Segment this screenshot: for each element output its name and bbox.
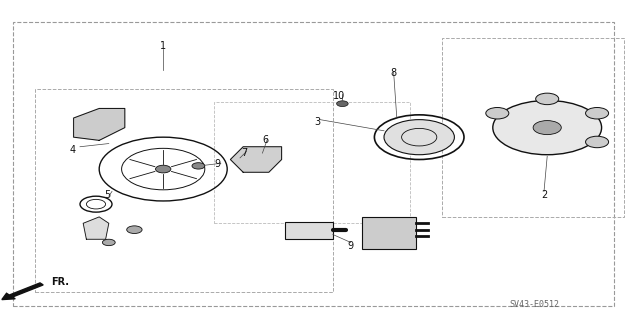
Bar — [13, 22, 614, 306]
Text: 9: 9 — [214, 159, 221, 169]
FancyArrow shape — [2, 283, 43, 300]
Text: 3: 3 — [314, 117, 321, 127]
Text: FR.: FR. — [51, 277, 69, 287]
Text: 8: 8 — [390, 68, 397, 78]
Text: 6: 6 — [262, 135, 269, 145]
Circle shape — [586, 108, 609, 119]
Polygon shape — [230, 147, 282, 172]
Circle shape — [533, 121, 561, 135]
Polygon shape — [74, 108, 125, 140]
Bar — [35, 89, 333, 292]
Text: SV43-E0512: SV43-E0512 — [509, 300, 559, 309]
Circle shape — [102, 239, 115, 246]
Circle shape — [493, 100, 602, 155]
Bar — [285, 222, 333, 239]
Text: 9: 9 — [348, 241, 354, 251]
Text: 4: 4 — [69, 145, 76, 155]
Bar — [362, 217, 416, 249]
Circle shape — [192, 163, 205, 169]
Bar — [214, 102, 410, 223]
Circle shape — [337, 101, 348, 107]
Text: 10: 10 — [333, 91, 346, 101]
Text: 1: 1 — [160, 41, 166, 51]
Circle shape — [156, 165, 171, 173]
Circle shape — [586, 136, 609, 148]
Circle shape — [127, 226, 142, 234]
Circle shape — [486, 108, 509, 119]
Text: 2: 2 — [541, 190, 547, 200]
Text: 5: 5 — [104, 190, 111, 200]
Bar — [442, 38, 624, 217]
Text: 7: 7 — [241, 148, 248, 158]
Circle shape — [536, 93, 559, 105]
Circle shape — [384, 120, 454, 155]
Polygon shape — [83, 217, 109, 239]
